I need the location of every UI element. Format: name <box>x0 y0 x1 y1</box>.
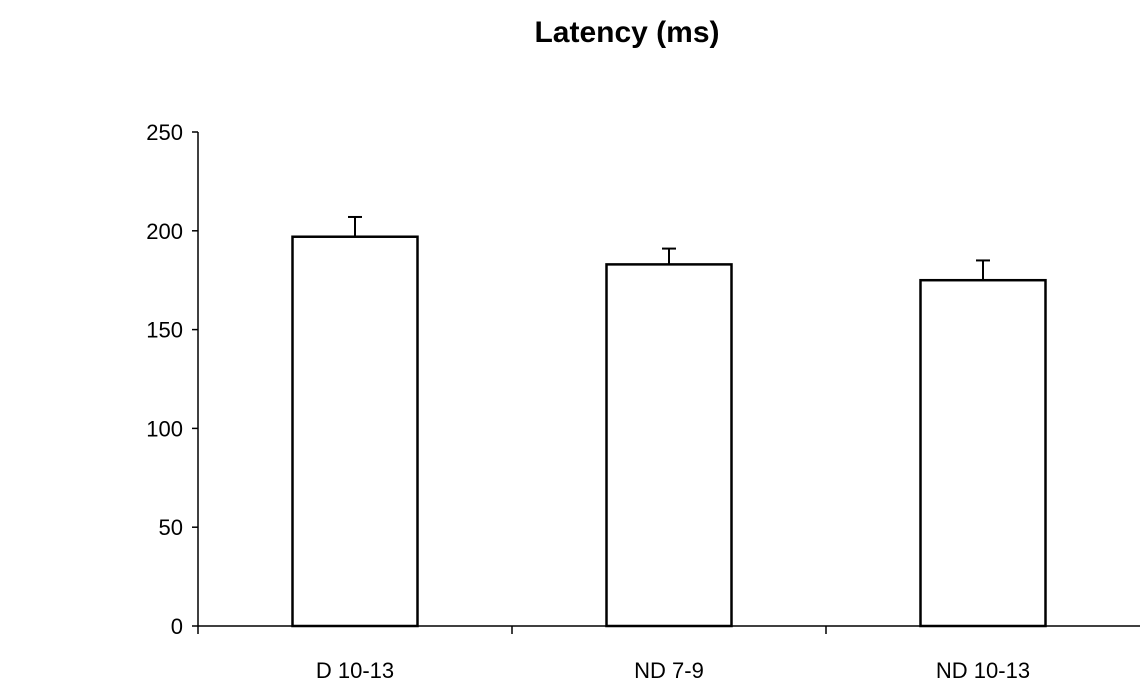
x-category-label: ND 10-13 <box>936 658 1030 683</box>
y-tick-label: 150 <box>146 318 183 343</box>
y-tick-label: 200 <box>146 219 183 244</box>
bar <box>605 263 733 628</box>
bar <box>919 278 1047 628</box>
y-tick-label: 100 <box>146 416 183 441</box>
bars <box>291 215 1047 628</box>
y-tick-label: 0 <box>171 614 183 639</box>
x-category-label: ND 7-9 <box>634 658 704 683</box>
bar <box>291 235 419 628</box>
y-tick-label: 250 <box>146 120 183 145</box>
y-tick-label: 50 <box>159 515 183 540</box>
axes: 0 50 100 150 200 250 D 10-13 ND 7-9 ND 10-13 <box>146 120 1140 683</box>
x-category-label: D 10-13 <box>316 658 394 683</box>
chart-title: Latency (ms) <box>534 16 719 49</box>
